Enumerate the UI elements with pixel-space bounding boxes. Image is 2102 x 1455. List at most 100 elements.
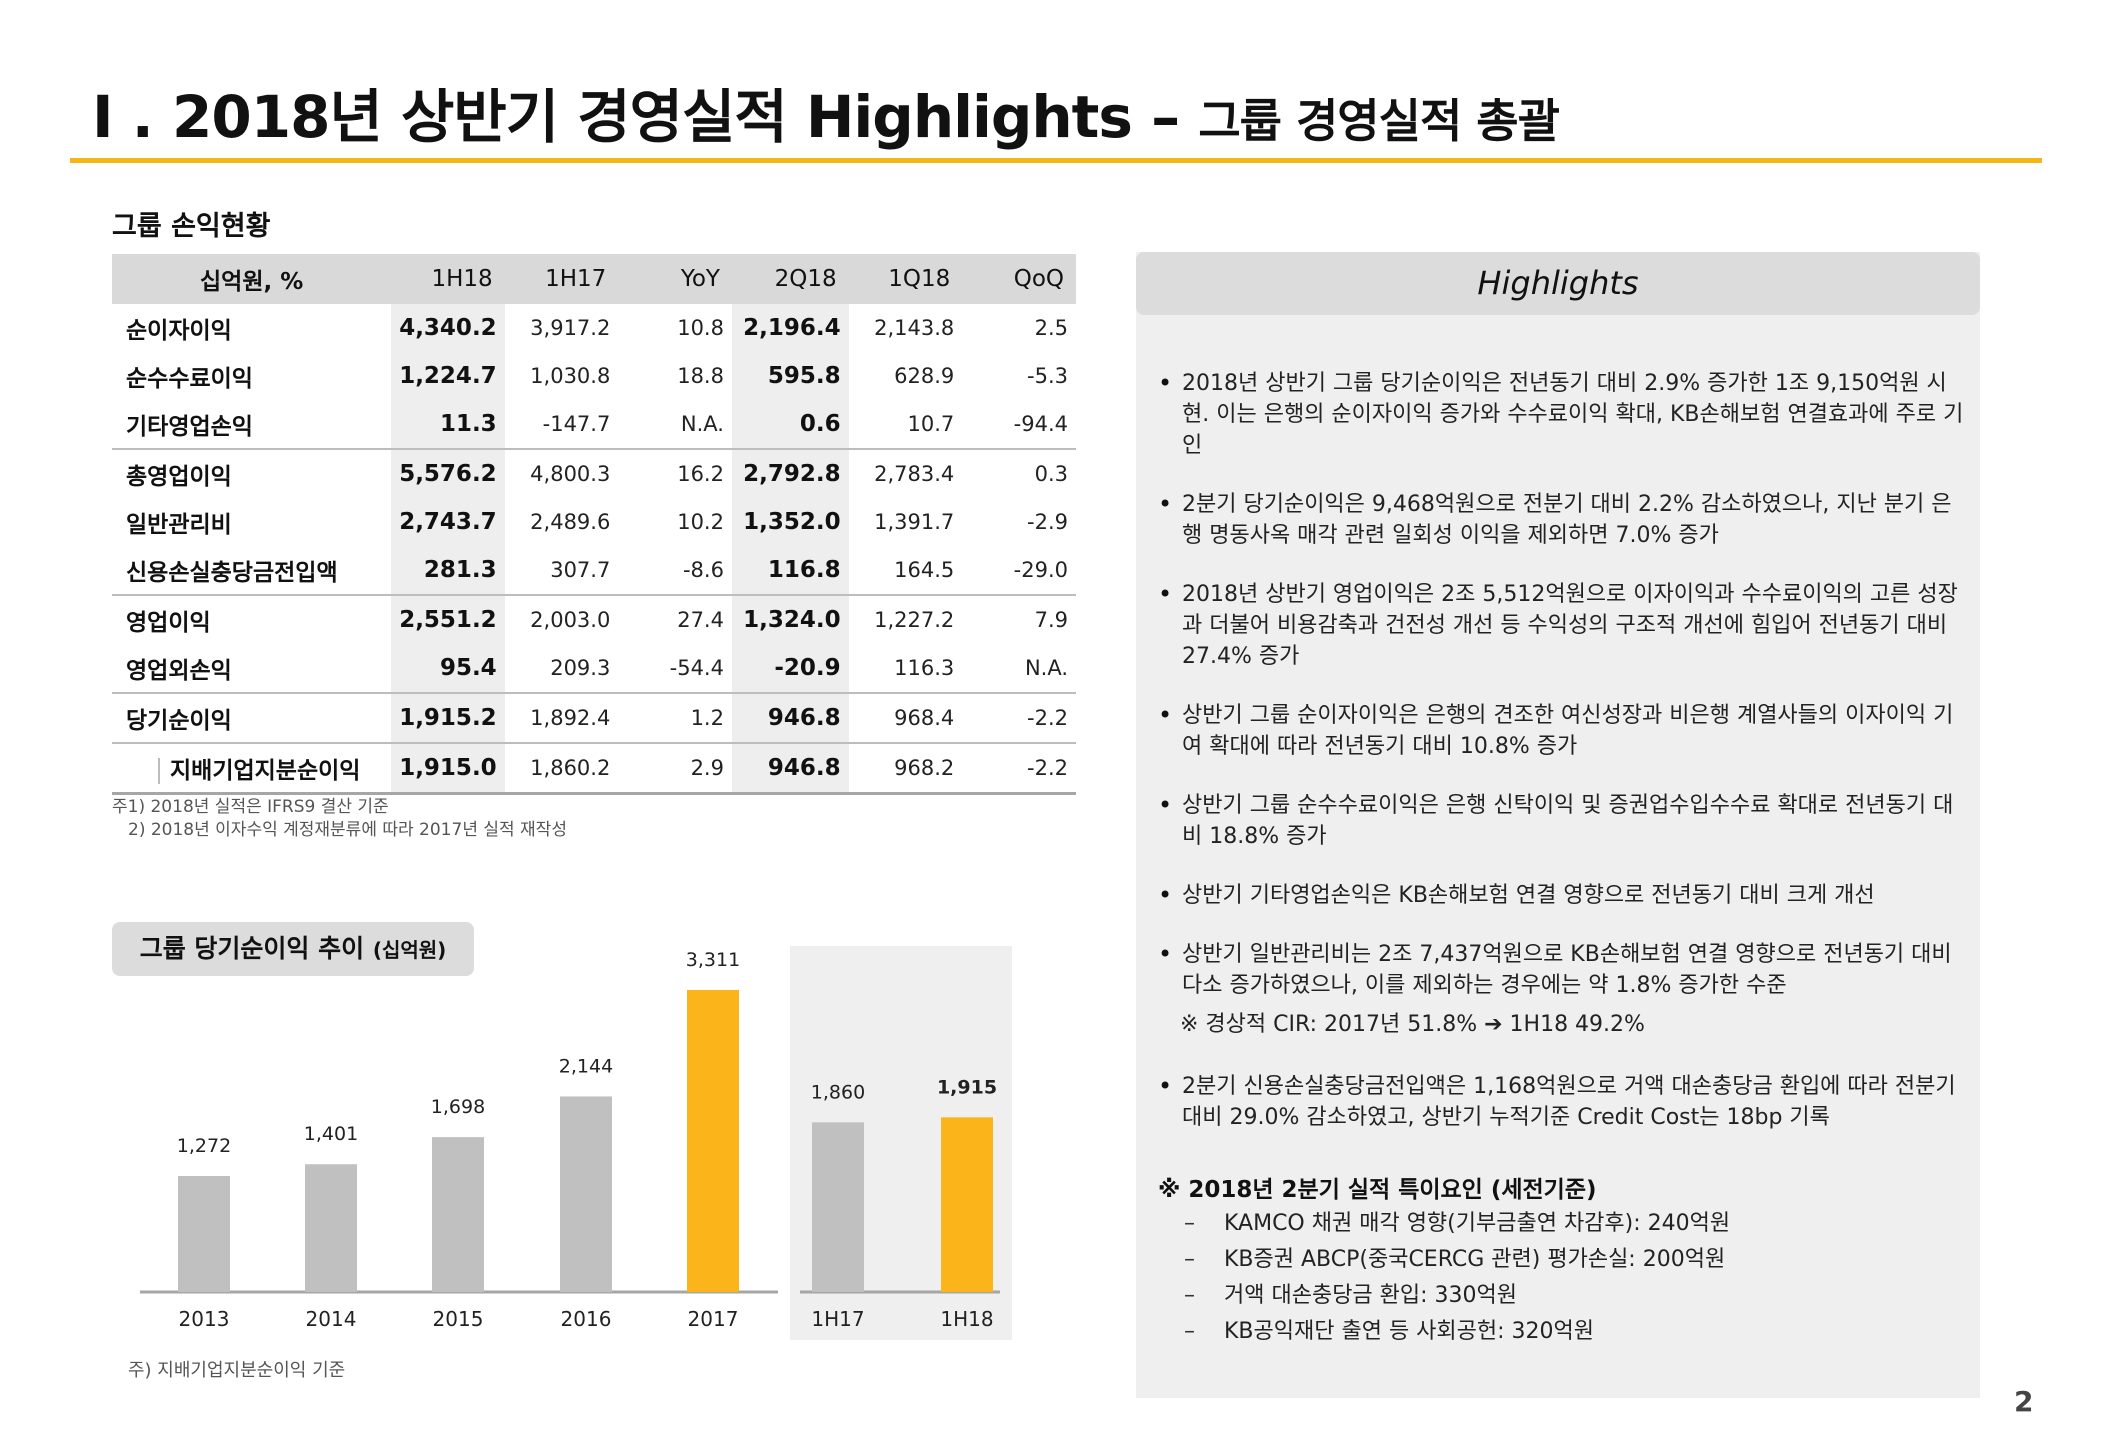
table-row: 영업외손익 95.4 209.3 -54.4 -20.9 116.3 N.A. <box>112 644 1076 693</box>
table-footnote-1: 주1) 2018년 실적은 IFRS9 결산 기준 <box>112 797 389 817</box>
table-cell: 1.2 <box>618 692 732 743</box>
table-cell: 3,917.2 <box>530 316 611 340</box>
title-divider <box>70 158 2042 163</box>
table-cell: 968.2 <box>848 742 963 795</box>
chart-bar-2015 <box>432 1137 484 1292</box>
page-title: I . 2018년 상반기 경영실적 Highlights – 그룹 경영실적 … <box>92 70 1560 154</box>
table-cell: 1,860.2 <box>504 742 619 795</box>
table-cell: 1,391.7 <box>874 510 955 534</box>
table-cell: N.A. <box>680 412 724 436</box>
table-header: YoY <box>680 266 720 292</box>
special-factor-item: KB공익재단 출연 등 사회공헌: 320억원 <box>1184 1314 1730 1350</box>
table-cell: 2.9 <box>618 742 732 795</box>
chart-footnote: 주) 지배기업지분순이익 기준 <box>128 1360 346 1381</box>
row-label: 영업외손익 <box>126 658 232 684</box>
table-row: 영업이익 2,551.2 2,003.0 27.4 1,324.0 1,227.… <box>112 594 1076 644</box>
table-cell: 7.9 <box>962 594 1076 644</box>
table-cell: -54.4 <box>669 656 724 680</box>
chart-category-label: 2017 <box>688 1307 739 1331</box>
table-cell: 2.5 <box>1034 316 1068 340</box>
highlights-list: 2018년 상반기 그룹 당기순이익은 전년동기 대비 2.9% 증가한 1조 … <box>1158 368 1966 1133</box>
chart-value-label: 1,698 <box>431 1096 485 1118</box>
cir-note: ※ 경상적 CIR: 2017년 51.8% ➔ 1H18 49.2% <box>1180 1012 1645 1037</box>
special-factors-list: KAMCO 채권 매각 영향(기부금출연 차감후): 240억원 KB증권 AB… <box>1184 1206 1730 1350</box>
chart-value-label: 1,401 <box>304 1123 358 1145</box>
table-row: 순수수료이익 1,224.7 1,030.8 18.8 595.8 628.9 … <box>112 352 1076 400</box>
table-cell: 95.4 <box>391 644 505 693</box>
chart-bar-2014 <box>305 1164 357 1292</box>
chart-bar-1H18 <box>941 1117 993 1292</box>
table-cell: 946.8 <box>731 742 849 795</box>
table-cell: -29.0 <box>1013 558 1068 582</box>
table-section-title: 그룹 손익현황 <box>112 211 271 242</box>
table-header: 십억원, % <box>200 269 304 295</box>
table-footnote-2: 2) 2018년 이자수익 계정재분류에 따라 2017년 실적 재작성 <box>128 820 567 840</box>
highlight-bullet: 2분기 신용손실충당금전입액은 1,168억원으로 거액 대손충당금 환입에 따… <box>1158 1071 1966 1133</box>
table-cell: 2,551.2 <box>391 594 505 644</box>
chart-value-label: 1,272 <box>177 1135 231 1157</box>
table-cell: 0.6 <box>731 400 849 449</box>
chart-title-text: 그룹 당기순이익 추이 <box>139 934 365 963</box>
table-cell: 2,792.8 <box>731 448 849 498</box>
row-label: 신용손실충당금전입액 <box>126 560 338 586</box>
table-cell: 11.3 <box>391 400 505 449</box>
chart-bar-1H17 <box>812 1122 864 1292</box>
table-cell: 1,324.0 <box>731 594 849 644</box>
table-cell: -5.3 <box>1027 364 1068 388</box>
table-cell: 4,340.2 <box>391 304 505 352</box>
table-cell: 1,224.7 <box>391 352 505 400</box>
table-row: 기타영업손익 11.3 -147.7 N.A. 0.6 10.7 -94.4 <box>112 400 1076 449</box>
table-cell: 2,003.0 <box>504 594 619 644</box>
table-cell: -147.7 <box>542 412 611 436</box>
table-header: 2Q18 <box>774 266 837 292</box>
table-cell: 116.8 <box>731 546 849 595</box>
table-cell: 307.7 <box>550 558 611 582</box>
table-header: 1Q18 <box>888 266 951 292</box>
chart-category-label: 2014 <box>306 1307 357 1331</box>
special-factor-item: KAMCO 채권 매각 영향(기부금출연 차감후): 240억원 <box>1184 1206 1730 1242</box>
table-cell: 628.9 <box>894 364 955 388</box>
table-cell: 18.8 <box>677 364 724 388</box>
table-cell: 2,143.8 <box>874 316 955 340</box>
table-cell: 0.3 <box>962 448 1076 498</box>
table-header: QoQ <box>1013 266 1064 292</box>
highlight-bullet: 2분기 당기순이익은 9,468억원으로 전분기 대비 2.2% 감소하였으나,… <box>1158 489 1966 551</box>
table-cell: 2,743.7 <box>391 498 505 546</box>
table-cell: -20.9 <box>731 644 849 693</box>
table-cell: 946.8 <box>731 692 849 743</box>
table-row: 신용손실충당금전입액 281.3 307.7 -8.6 116.8 164.5 … <box>112 546 1076 595</box>
table-cell: 209.3 <box>550 656 611 680</box>
chart-title-unit: (십억원) <box>372 938 447 962</box>
highlight-bullet: 상반기 일반관리비는 2조 7,437억원으로 KB손해보험 연결 영향으로 전… <box>1158 939 1966 1001</box>
chart-value-label: 2,144 <box>559 1055 613 1077</box>
chart-bar-2013 <box>178 1175 230 1292</box>
net-income-bar-chart: 1,272 2013 1,401 2014 1,698 2015 2,144 2016 3,31… <box>140 946 1012 1340</box>
row-label: 총영업이익 <box>112 448 392 498</box>
table-cell: 2,783.4 <box>848 448 963 498</box>
table-cell: 595.8 <box>731 352 849 400</box>
highlights-header: Highlights <box>1136 252 1980 315</box>
table-cell: 1,227.2 <box>848 594 963 644</box>
highlight-bullet: 상반기 그룹 순이자이익은 은행의 견조한 여신성장과 비은행 계열사들의 이자… <box>1158 700 1966 762</box>
special-factors-title: ※ 2018년 2분기 실적 특이요인 (세전기준) <box>1158 1177 1597 1203</box>
table-cell: 1,352.0 <box>731 498 849 546</box>
table-row: 당기순이익 1,915.2 1,892.4 1.2 946.8 968.4 -2… <box>112 692 1076 743</box>
row-label: 기타영업손익 <box>126 414 253 440</box>
chart-bar-2017 <box>687 990 739 1292</box>
table-cell: 4,800.3 <box>504 448 619 498</box>
table-cell: 2,196.4 <box>731 304 849 352</box>
chart-category-label: 2013 <box>179 1307 230 1331</box>
page-title-main: I . 2018년 상반기 경영실적 Highlights – <box>92 83 1180 151</box>
chart-bar-2016 <box>560 1096 612 1292</box>
table-cell: 1,030.8 <box>530 364 611 388</box>
chart-category-label: 1H17 <box>811 1307 864 1331</box>
row-label-text: 지배기업지분순이익 <box>158 758 361 784</box>
table-row: 지배기업지분순이익 1,915.0 1,860.2 2.9 946.8 968.… <box>112 742 1076 795</box>
table-cell: 5,576.2 <box>391 448 505 498</box>
table-cell: 1,915.2 <box>391 692 505 743</box>
table-cell: 10.8 <box>677 316 724 340</box>
special-factor-item: 거액 대손충당금 환입: 330억원 <box>1184 1278 1730 1314</box>
table-cell: 281.3 <box>391 546 505 595</box>
table-cell: 1,892.4 <box>504 692 619 743</box>
page-title-sub: 그룹 경영실적 총괄 <box>1198 94 1560 148</box>
